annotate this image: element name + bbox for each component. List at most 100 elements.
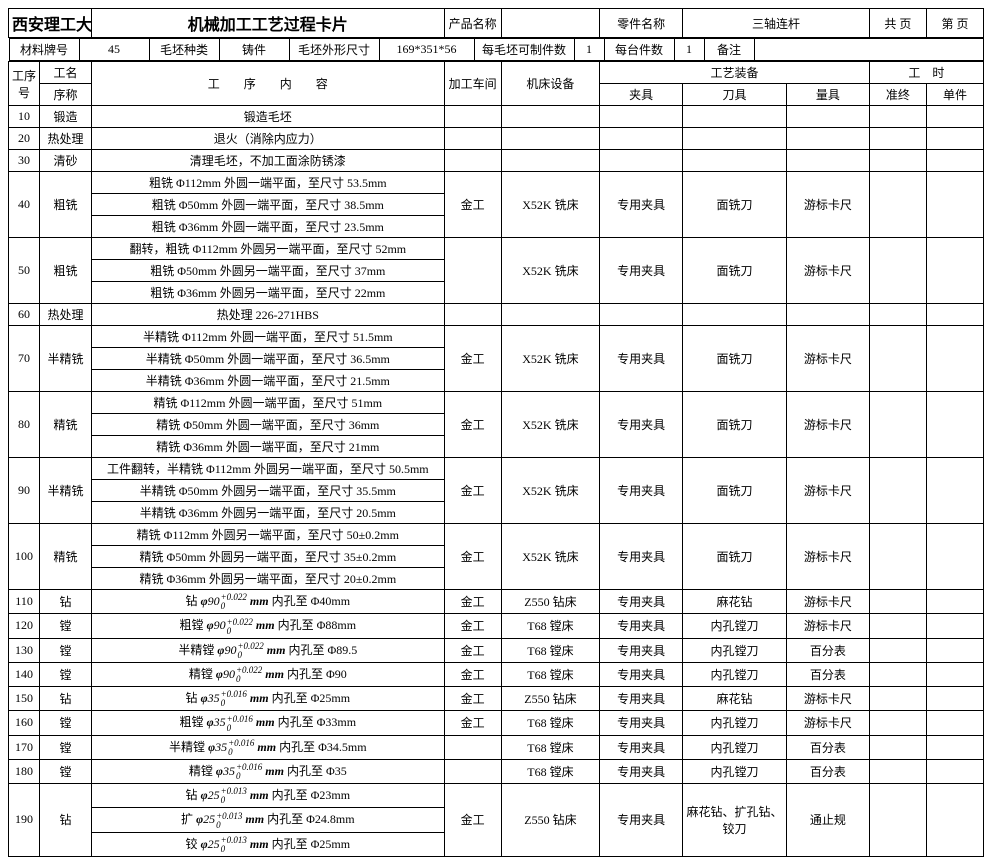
- cell-content: 粗镗 φ90+0.0220 mm 内孔至 Φ88mm: [91, 614, 444, 638]
- cell-fixture: 专用夹具: [600, 326, 683, 392]
- cell-content: 半精铣 Φ36mm 外圆一端平面，至尺寸 21.5mm: [91, 370, 444, 392]
- material-row: 材料牌号 45 毛坯种类 铸件 毛坯外形尺寸 169*351*56 每毛坯可制件…: [9, 38, 984, 62]
- cell-content: 半精镗 φ35+0.0160 mm 内孔至 Φ34.5mm: [91, 735, 444, 759]
- cell-content: 锻造毛坯: [91, 106, 444, 128]
- cell-cutter: 内孔镗刀: [683, 638, 787, 662]
- cell-workshop: 金工: [444, 326, 501, 392]
- cell-workshop: [444, 735, 501, 759]
- cell-fixture: 专用夹具: [600, 662, 683, 686]
- cell-seq-name: 精铣: [40, 392, 92, 458]
- cell-seq-no: 20: [9, 128, 40, 150]
- cell-seq-no: 120: [9, 614, 40, 638]
- cell-seq-no: 140: [9, 662, 40, 686]
- cell-unit: [926, 759, 983, 783]
- table-row: 180镗精镗 φ35+0.0160 mm 内孔至 Φ35T68 镗床专用夹具内孔…: [9, 759, 984, 783]
- cell-content: 铰 φ25+0.0130 mm 内孔至 Φ25mm: [91, 832, 444, 856]
- cell-seq-no: 40: [9, 172, 40, 238]
- cell-machine: T68 镗床: [501, 735, 600, 759]
- cell-fixture: 专用夹具: [600, 638, 683, 662]
- cell-gauge: 游标卡尺: [786, 458, 869, 524]
- cell-content: 半精铣 Φ50mm 外圆一端平面，至尺寸 36.5mm: [91, 348, 444, 370]
- table-row: 80精铣精铣 Φ112mm 外圆一端平面，至尺寸 51mm金工X52K 铣床专用…: [9, 392, 984, 414]
- cell-workshop: 金工: [444, 614, 501, 638]
- cell-setup: [869, 711, 926, 735]
- cell-setup: [869, 392, 926, 458]
- cell-machine: X52K 铣床: [501, 392, 600, 458]
- mat-no: 45: [79, 39, 149, 61]
- cell-unit: [926, 524, 983, 590]
- cell-content: 粗铣 Φ36mm 外圆另一端平面，至尺寸 22mm: [91, 282, 444, 304]
- col-gauge: 量具: [786, 84, 869, 106]
- table-row: 110钻钻 φ90+0.0220 mm 内孔至 Φ40mm金工Z550 钻床专用…: [9, 590, 984, 614]
- cell-gauge: 百分表: [786, 735, 869, 759]
- cell-content: 粗铣 Φ112mm 外圆一端平面，至尺寸 53.5mm: [91, 172, 444, 194]
- table-row: 170镗半精镗 φ35+0.0160 mm 内孔至 Φ34.5mmT68 镗床专…: [9, 735, 984, 759]
- cell-gauge: 通止规: [786, 784, 869, 857]
- cell-seq-no: 180: [9, 759, 40, 783]
- cell-seq-name: 粗铣: [40, 172, 92, 238]
- col-unit: 单件: [926, 84, 983, 106]
- cell-cutter: 麻花钻: [683, 687, 787, 711]
- cell-setup: [869, 590, 926, 614]
- cell-setup: [869, 458, 926, 524]
- cell-content: 粗铣 Φ50mm 外圆一端平面，至尺寸 38.5mm: [91, 194, 444, 216]
- col-fixture: 夹具: [600, 84, 683, 106]
- cell-gauge: 游标卡尺: [786, 614, 869, 638]
- cell-machine: Z550 钻床: [501, 687, 600, 711]
- cell-seq-name: 镗: [40, 614, 92, 638]
- product-label: 产品名称: [444, 9, 501, 38]
- cell-workshop: [444, 304, 501, 326]
- page-no: 第 页: [926, 9, 983, 38]
- cell-cutter: 内孔镗刀: [683, 759, 787, 783]
- cell-seq-no: 50: [9, 238, 40, 304]
- cell-fixture: 专用夹具: [600, 784, 683, 857]
- table-row: 30清砂清理毛坯，不加工面涂防锈漆: [9, 150, 984, 172]
- cell-fixture: 专用夹具: [600, 759, 683, 783]
- cell-content: 清理毛坯，不加工面涂防锈漆: [91, 150, 444, 172]
- cell-gauge: 游标卡尺: [786, 172, 869, 238]
- cell-content: 精铣 Φ50mm 外圆另一端平面，至尺寸 35±0.2mm: [91, 546, 444, 568]
- cell-seq-name: 热处理: [40, 304, 92, 326]
- cell-content: 钻 φ25+0.0130 mm 内孔至 Φ23mm: [91, 784, 444, 808]
- cell-seq-no: 130: [9, 638, 40, 662]
- cell-workshop: 金工: [444, 458, 501, 524]
- cell-machine: [501, 304, 600, 326]
- cell-setup: [869, 638, 926, 662]
- cell-gauge: 百分表: [786, 662, 869, 686]
- cell-seq-name: 锻造: [40, 106, 92, 128]
- cell-machine: X52K 铣床: [501, 238, 600, 304]
- cell-workshop: [444, 106, 501, 128]
- cell-machine: [501, 128, 600, 150]
- cell-cutter: [683, 128, 787, 150]
- cell-content: 粗镗 φ35+0.0160 mm 内孔至 Φ33mm: [91, 711, 444, 735]
- cell-content: 精镗 φ35+0.0160 mm 内孔至 Φ35: [91, 759, 444, 783]
- per-blank: 1: [574, 39, 604, 61]
- cell-seq-no: 150: [9, 687, 40, 711]
- cell-machine: T68 镗床: [501, 662, 600, 686]
- cell-fixture: [600, 128, 683, 150]
- school-name: 西安理工大学高科学院: [9, 9, 92, 38]
- table-row: 20热处理退火（消除内应力）: [9, 128, 984, 150]
- cell-workshop: 金工: [444, 711, 501, 735]
- cell-seq-name: 精铣: [40, 524, 92, 590]
- cell-seq-name: 半精铣: [40, 326, 92, 392]
- cell-fixture: 专用夹具: [600, 458, 683, 524]
- cell-machine: T68 镗床: [501, 614, 600, 638]
- cell-fixture: 专用夹具: [600, 590, 683, 614]
- cell-unit: [926, 458, 983, 524]
- cell-unit: [926, 687, 983, 711]
- cell-gauge: [786, 304, 869, 326]
- header-row-1: 西安理工大学高科学院 机械加工工艺过程卡片 产品名称 零件名称 三轴连杆 共 页…: [9, 9, 984, 38]
- cell-setup: [869, 238, 926, 304]
- cell-workshop: [444, 150, 501, 172]
- cell-cutter: 面铣刀: [683, 238, 787, 304]
- cell-seq-name: 镗: [40, 638, 92, 662]
- cell-gauge: [786, 150, 869, 172]
- cell-seq-no: 190: [9, 784, 40, 857]
- cell-cutter: 面铣刀: [683, 172, 787, 238]
- cell-machine: [501, 150, 600, 172]
- cell-seq-name: 钻: [40, 590, 92, 614]
- cell-content: 翻转，粗铣 Φ112mm 外圆另一端平面，至尺寸 52mm: [91, 238, 444, 260]
- blank-size: 169*351*56: [379, 39, 474, 61]
- cell-cutter: 面铣刀: [683, 524, 787, 590]
